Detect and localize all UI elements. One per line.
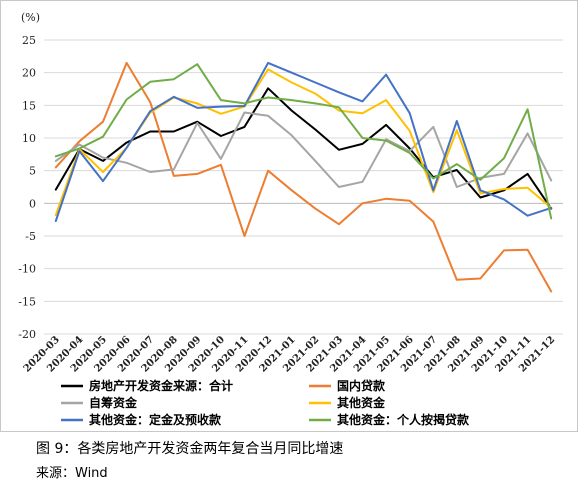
- series-line: [54, 63, 553, 220]
- series-line: [54, 61, 553, 293]
- legend-label: 其他资金：个人按揭贷款: [337, 412, 470, 427]
- series-line: [54, 111, 553, 188]
- series-line: [54, 87, 553, 210]
- source-note: 来源：Wind: [36, 466, 108, 481]
- chart-frame: (%) -20 -15 -10 -5 0 5 10 15 20 25 2020-03 2020-04 20…: [0, 0, 578, 432]
- y-tick-label: -10: [18, 263, 36, 276]
- y-tick-label: 10: [22, 132, 36, 145]
- legend-label: 其他资金：定金及预收款: [89, 412, 222, 427]
- series-line: [54, 61, 553, 222]
- legend-label: 其他资金: [337, 395, 386, 410]
- y-tick-label: 25: [22, 34, 36, 47]
- legend-label: 国内贷款: [337, 378, 386, 393]
- y-tick-label: 0: [29, 197, 36, 210]
- y-tick-label: -5: [25, 230, 36, 243]
- y-tick-label: -15: [18, 295, 36, 308]
- legend-label: 房地产开发资金来源：合计: [89, 378, 233, 393]
- figure-caption: 图 9：各类房地产开发资金两年复合当月同比增速: [36, 441, 344, 457]
- y-tick-label: 15: [22, 99, 36, 112]
- line-chart: (%)-20-15-10-505101520252020-032020-0420…: [18, 11, 563, 427]
- y-tick-label: 5: [29, 165, 36, 178]
- y-tick-label: -20: [18, 328, 36, 341]
- legend-label: 自筹资金: [89, 395, 138, 410]
- y-unit-label: (%): [21, 11, 40, 24]
- y-tick-label: 20: [22, 67, 36, 80]
